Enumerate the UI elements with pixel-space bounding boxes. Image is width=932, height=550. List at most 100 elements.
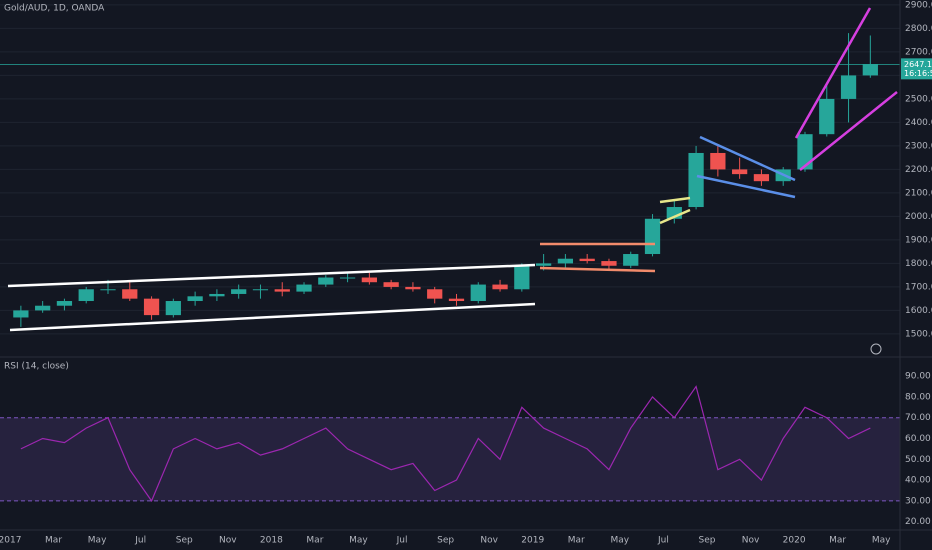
candle-body — [209, 293, 225, 297]
candle-body — [165, 301, 181, 316]
x-tick-label: Jul — [396, 536, 408, 546]
x-tick-label: Nov — [742, 536, 760, 546]
countdown-label: 16:16:58 — [904, 69, 932, 78]
candle-body — [688, 152, 704, 208]
rsi-band — [0, 417, 900, 502]
candle-body — [187, 296, 203, 302]
candle-body — [427, 289, 443, 299]
candle-body — [557, 258, 574, 264]
candle-body — [383, 282, 399, 287]
x-tick-label: Mar — [45, 536, 62, 546]
y-tick-label: 1800.000 — [905, 259, 932, 269]
candle-body — [666, 207, 682, 219]
x-tick-label: May — [611, 536, 630, 546]
candle-body — [732, 169, 748, 175]
x-tick-label: May — [88, 536, 107, 546]
candle-body — [13, 310, 29, 318]
candle-body — [601, 261, 617, 266]
trend-line — [696, 174, 796, 199]
x-tick-label: Sep — [698, 536, 715, 546]
candle-body — [579, 258, 595, 262]
candle-body — [862, 64, 878, 76]
candle-body — [644, 218, 661, 255]
y-tick-label: 80.00 — [905, 392, 931, 402]
marks — [0, 33, 900, 503]
y-tick-label: 70.00 — [905, 413, 931, 423]
candle-body — [492, 284, 508, 290]
x-tick-label: Sep — [437, 536, 454, 546]
y-tick-label: 20.00 — [905, 517, 931, 527]
y-tick-label: 2900.000 — [905, 0, 932, 10]
x-tick-label: 2019 — [521, 536, 544, 546]
x-tick-label: Mar — [568, 536, 585, 546]
trend-line — [7, 263, 536, 288]
candle-body — [318, 277, 334, 285]
y-tick-label: 1900.000 — [905, 235, 932, 245]
y-tick-label: 90.00 — [905, 372, 931, 382]
candle-body — [252, 289, 269, 291]
y-tick-label: 2300.000 — [905, 141, 932, 151]
candle-body — [623, 254, 639, 266]
last-price-label: 2647.195 — [904, 60, 932, 69]
y-tick-label: 2400.000 — [905, 118, 932, 128]
candle-body — [78, 289, 94, 302]
candle-body — [710, 152, 726, 170]
x-tick-label: 2020 — [783, 536, 806, 546]
x-tick-label: Nov — [219, 536, 237, 546]
y-tick-label: 30.00 — [905, 496, 931, 506]
candle-body — [35, 305, 51, 311]
grid — [0, 4, 900, 335]
trend-line — [9, 302, 536, 332]
rsi-band-fill — [0, 417, 900, 501]
rsi-line — [20, 385, 871, 503]
candle-body — [56, 301, 73, 306]
trend-line — [539, 266, 656, 273]
trend-line — [799, 91, 898, 171]
candle-body — [143, 298, 160, 316]
y-tick-label: 50.00 — [905, 455, 931, 465]
candle-body — [753, 174, 770, 182]
y-tick-label: 2500.000 — [905, 94, 932, 104]
x-tick-label: Jul — [134, 536, 146, 546]
last-price-box — [901, 58, 932, 80]
candle-body — [361, 277, 377, 283]
drawings — [7, 7, 898, 332]
trend-line — [659, 208, 691, 225]
x-tick-label: May — [349, 536, 368, 546]
x-tick-label: 2018 — [260, 536, 283, 546]
trend-line — [659, 196, 691, 204]
settings-icon[interactable] — [870, 343, 882, 355]
candle-body — [840, 75, 857, 99]
y-tick-label: 2100.000 — [905, 188, 932, 198]
y-tick-label: 40.00 — [905, 476, 931, 486]
y-tick-label: 1500.000 — [905, 329, 932, 339]
candle-body — [448, 298, 465, 302]
y-tick-label: 60.00 — [905, 434, 931, 444]
x-tick-label: Mar — [306, 536, 323, 546]
candle-body — [797, 134, 813, 170]
candle-body — [535, 263, 552, 266]
candle-body — [470, 284, 486, 302]
trend-line — [699, 135, 796, 182]
y-tick-label: 1600.000 — [905, 306, 932, 316]
candle-body — [274, 289, 290, 292]
x-tick-label: Nov — [480, 536, 498, 546]
x-tick-label: May — [872, 536, 891, 546]
candle-body — [339, 277, 356, 279]
trend-line — [794, 7, 872, 139]
y-tick-label: 1700.000 — [905, 282, 932, 292]
candle-body — [100, 289, 116, 291]
x-tick-label: Sep — [176, 536, 193, 546]
candle-body — [514, 265, 530, 290]
rsi-title: RSI (14, close) — [4, 362, 69, 372]
y-tick-label: 2200.000 — [905, 165, 932, 175]
chart-title: Gold/AUD, 1D, OANDA — [4, 4, 105, 14]
candle-body — [819, 98, 835, 135]
candle-body — [231, 289, 247, 294]
candle-body — [296, 284, 312, 292]
x-tick-label: 2017 — [0, 536, 21, 546]
y-tick-label: 2700.000 — [905, 47, 932, 57]
